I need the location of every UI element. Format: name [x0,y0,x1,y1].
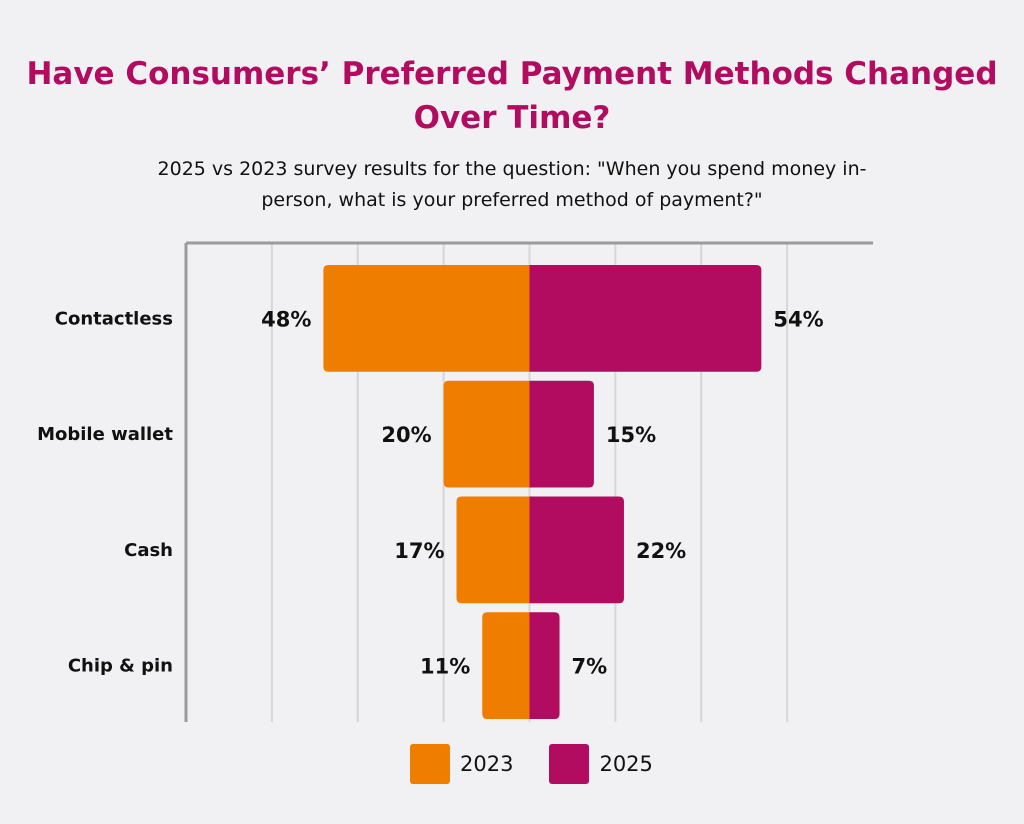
legend-swatch-2023 [410,744,450,784]
data-label-2025: 15% [606,423,656,447]
bar-2023 [482,612,530,719]
legend-swatch-2025 [549,744,590,784]
bar-2023 [443,380,530,488]
bar-2023 [323,265,530,372]
data-label-2025: 22% [636,539,686,563]
bar-2025 [529,612,560,719]
bar-2025 [529,496,624,604]
category-label: Mobile wallet [37,424,173,445]
data-label-2025: 7% [572,655,608,679]
data-label-2023: 48% [261,307,311,331]
category-label: Chip & pin [68,656,173,677]
bar-2023 [456,496,530,604]
data-label-2023: 11% [420,655,470,679]
chart-subtitle: 2025 vs 2023 survey results for the ques… [157,158,867,211]
category-label: Cash [124,540,173,561]
data-label-2025: 54% [773,307,823,331]
bar-2025 [529,265,762,372]
bar-2025 [529,380,594,488]
data-label-2023: 20% [381,423,431,447]
chart-title: Have Consumers’ Preferred Payment Method… [26,56,998,136]
legend-label-2025: 2025 [599,752,653,776]
data-label-2023: 17% [394,539,444,563]
legend: 2023 2025 [410,744,689,784]
category-label: Contactless [55,308,173,329]
legend-label-2023: 2023 [460,752,514,776]
